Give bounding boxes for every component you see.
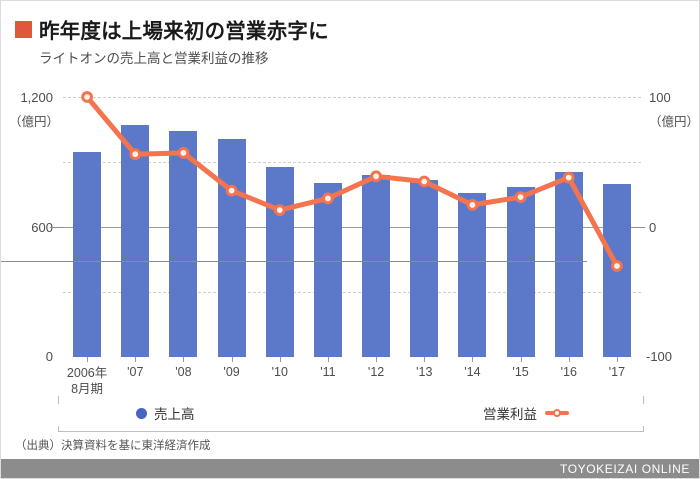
- plot-area: [63, 91, 641, 357]
- right-tick-mark-0: [632, 227, 645, 228]
- x-tick-mark: [472, 357, 474, 362]
- footer-brand: TOYOKEIZAI ONLINE: [559, 462, 690, 476]
- bar-07: [121, 124, 150, 357]
- left-axis-unit: （億円）: [9, 115, 60, 129]
- bar-13: [410, 179, 439, 357]
- x-tick-mark: [520, 357, 522, 362]
- right-axis-unit: （億円）: [649, 115, 700, 129]
- right-axis-tick-0: 0: [649, 220, 657, 235]
- footer-bar: TOYOKEIZAI ONLINE: [1, 459, 699, 478]
- line-point-12: [370, 170, 382, 183]
- chart-subtitle: ライトオンの売上高と営業利益の推移: [39, 51, 269, 66]
- bar-11: [313, 183, 342, 357]
- left-axis-tick-1200: 1,200: [20, 90, 53, 105]
- line-point-16: [562, 171, 575, 184]
- x-tick-mark: [568, 357, 570, 362]
- bar-16: [554, 171, 583, 357]
- x-tick-mark: [424, 357, 426, 362]
- line-point-08: [177, 147, 190, 159]
- line-point-11: [322, 192, 334, 205]
- x-axis-label: '14: [464, 365, 481, 379]
- bar-2006: [73, 152, 102, 357]
- legend-item-profit: 営業利益: [474, 403, 578, 423]
- x-tick-mark: [376, 357, 378, 362]
- gridline-300: [63, 292, 641, 293]
- x-axis-label: '09: [223, 365, 240, 379]
- line-point-17: [611, 260, 623, 272]
- axis-baseline: [1, 261, 587, 262]
- bar-15: [506, 186, 535, 357]
- line-point-2006: [81, 91, 93, 103]
- bar-series: [63, 97, 641, 357]
- legend-line-icon: [545, 408, 569, 418]
- title-square-icon: [15, 20, 32, 38]
- bar-14: [458, 192, 487, 357]
- left-axis-tick-0: 0: [45, 349, 53, 364]
- gridline-1200: [63, 97, 641, 98]
- line-point-10: [273, 204, 286, 216]
- x-axis-label: '16: [560, 365, 577, 379]
- x-tick-mark: [616, 357, 618, 362]
- x-axis-label: 2006年 8月期: [67, 365, 107, 397]
- x-axis-label: '12: [367, 365, 385, 379]
- x-axis-label: '07: [127, 365, 144, 379]
- left-axis-tick-600: 600: [31, 220, 53, 235]
- x-axis-label: '10: [271, 365, 288, 379]
- x-axis-label-line1: 2006年: [66, 366, 108, 380]
- x-tick-mark: [135, 357, 137, 362]
- bar-09: [217, 139, 246, 357]
- x-axis-label-line2: 8月期: [71, 382, 104, 396]
- x-axis-label: '15: [512, 365, 529, 379]
- line-point-15: [514, 191, 527, 203]
- line-point-07: [129, 148, 142, 161]
- page-title: 昨年度は上場来初の営業赤字に: [39, 20, 329, 43]
- legend-label-profit: 営業利益: [483, 407, 537, 422]
- x-tick-mark: [183, 357, 185, 362]
- line-point-09: [225, 184, 238, 197]
- x-axis-label: '13: [416, 365, 433, 379]
- legend-label-sales: 売上高: [154, 407, 195, 422]
- right-axis-tick-neg100: -100: [646, 349, 673, 364]
- x-axis-label: '08: [175, 365, 192, 379]
- x-tick-mark: [279, 357, 281, 362]
- right-axis-tick-100: 100: [649, 90, 671, 105]
- line-series: [81, 91, 623, 272]
- gridline-600: [63, 227, 641, 228]
- gridline-900: [63, 162, 641, 163]
- x-axis-label: '11: [320, 365, 336, 379]
- title-row: 昨年度は上場来初の営業赤字に: [15, 14, 329, 44]
- legend-dot-icon: [136, 407, 147, 419]
- bar-08: [169, 131, 198, 357]
- line-point-13: [418, 175, 431, 188]
- x-tick-mark: [231, 357, 233, 362]
- left-tick-mark-600: [50, 227, 63, 228]
- x-tick-mark: [327, 357, 329, 362]
- x-tick-mark: [87, 357, 89, 362]
- line-point-14: [466, 199, 479, 211]
- x-axis-label: '17: [608, 365, 626, 379]
- bar-12: [362, 175, 391, 357]
- legend-item-sales: 売上高: [127, 403, 204, 423]
- source-note: （出典）決算資料を基に東洋経済作成: [15, 440, 211, 452]
